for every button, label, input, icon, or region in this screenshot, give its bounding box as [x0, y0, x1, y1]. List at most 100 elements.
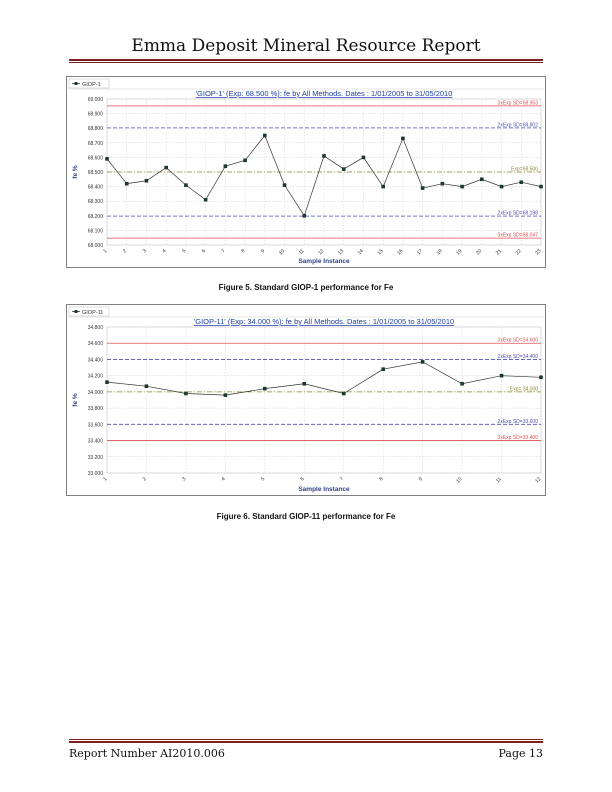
x-tick-label: 4	[161, 248, 167, 254]
reference-line-label: 2xExp SD=34.400	[498, 354, 539, 360]
data-point	[124, 181, 129, 186]
x-tick-label: 5	[181, 248, 187, 254]
chart-title: 'GIOP-1' (Exp: 68.500 %): fe by All Meth…	[196, 89, 453, 98]
data-point	[282, 183, 287, 187]
data-point	[381, 367, 385, 371]
reference-line-label: 2xExp SD=33.600	[498, 419, 539, 425]
data-point	[420, 186, 425, 190]
x-tick-label: 18	[436, 248, 444, 256]
y-tick-label: 68.200	[88, 214, 104, 220]
report-number: Report Number AI2010.006	[69, 747, 225, 760]
chart-title: 'GIOP-11' (Exp: 34.000 %): fe by All Met…	[194, 317, 454, 326]
x-tick-label: 20	[475, 248, 483, 256]
reference-line-label: 3xExp SD=68.953	[498, 100, 539, 106]
y-tick-label: 34.800	[88, 325, 104, 331]
x-tick-label: 11	[298, 248, 306, 256]
y-tick-label: 33.200	[88, 455, 104, 461]
reference-line-label: Exp= 34.000	[510, 386, 538, 392]
legend-label: GIOP-11	[82, 310, 103, 316]
x-tick-label: 7	[221, 248, 227, 254]
reference-line-label: 2xExp SD=68.802	[498, 122, 539, 128]
data-point	[184, 183, 188, 187]
data-point	[302, 214, 307, 218]
reference-line-label: 3xExp SD=33.400	[498, 435, 539, 441]
data-point	[223, 164, 228, 168]
data-point	[420, 360, 425, 364]
x-tick-label: 11	[495, 476, 503, 484]
x-tick-label: 7	[339, 476, 345, 482]
data-point	[184, 391, 188, 396]
y-tick-label: 68.700	[88, 141, 104, 147]
legend-marker	[74, 82, 78, 85]
x-tick-label: 3	[181, 476, 187, 482]
data-point	[322, 154, 326, 158]
y-tick-label: 68.500	[88, 170, 104, 176]
y-tick-label: 68.400	[88, 185, 104, 191]
data-point	[105, 157, 109, 161]
x-tick-label: 2	[142, 476, 148, 482]
y-tick-label: 33.000	[88, 471, 104, 477]
data-point	[499, 373, 504, 378]
x-tick-label: 6	[299, 476, 305, 482]
x-tick-label: 8	[378, 476, 384, 482]
data-point	[539, 375, 543, 380]
x-tick-label: 9	[260, 248, 266, 254]
page-number: Page 13	[498, 747, 543, 760]
x-tick-label: 5	[260, 476, 266, 482]
data-point	[341, 391, 346, 396]
x-tick-label: 19	[455, 248, 463, 256]
x-tick-label: 3	[142, 248, 148, 254]
figure-5-caption: Figure 5. Standard GIOP-1 performance fo…	[218, 283, 394, 292]
reference-line-label: 3xExp SD=68.047	[498, 233, 539, 239]
legend-box	[68, 78, 110, 89]
data-point	[203, 197, 208, 202]
y-tick-label: 68.100	[88, 228, 104, 234]
y-tick-label: 68.300	[88, 199, 104, 205]
x-tick-label: 21	[495, 248, 503, 256]
data-point	[519, 180, 524, 185]
reference-line-label: Exp=68.500	[511, 167, 538, 173]
y-tick-label: 33.800	[88, 406, 104, 412]
x-tick-label: 15	[376, 248, 384, 256]
data-point	[223, 393, 228, 397]
x-tick-label: 22	[515, 248, 523, 256]
x-tick-label: 10	[455, 476, 463, 484]
x-tick-label: 13	[337, 248, 345, 256]
legend-marker	[74, 310, 78, 313]
footer-rule	[69, 741, 543, 743]
x-tick-label: 1	[102, 248, 108, 254]
x-tick-label: 16	[396, 248, 404, 256]
y-tick-label: 34.200	[88, 374, 104, 380]
y-tick-label: 68.600	[88, 155, 104, 161]
data-point	[401, 136, 405, 141]
data-point	[144, 178, 149, 183]
header-rule	[69, 59, 543, 61]
y-tick-label: 33.400	[88, 439, 104, 445]
chart-giop-11-frame: GIOP-11 'GIOP-11' (Exp: 34.000 %): fe by …	[66, 304, 546, 496]
x-tick-label: 23	[534, 248, 542, 256]
chart-giop-1-frame: GIOP-1 'GIOP-1' (Exp: 68.500 %): fe by Al…	[66, 76, 546, 268]
data-point	[381, 184, 385, 189]
data-point	[263, 386, 267, 391]
x-tick-label: 12	[534, 476, 542, 484]
figure-6-caption: Figure 6. Standard GIOP-11 performance f…	[216, 512, 396, 521]
y-tick-label: 69.000	[88, 97, 104, 103]
x-tick-label: 4	[221, 476, 227, 482]
x-tick-label: 6	[201, 248, 207, 254]
y-axis-label: fe %	[72, 165, 79, 179]
header-rule-thin	[69, 62, 543, 63]
footer-rule-thin	[69, 739, 543, 740]
data-point	[499, 184, 504, 189]
plot-area	[106, 326, 542, 474]
data-point	[480, 177, 484, 182]
x-tick-label: 8	[240, 248, 246, 254]
data-point	[460, 184, 464, 189]
y-tick-label: 68.800	[88, 126, 104, 132]
y-tick-label: 33.600	[88, 422, 104, 428]
x-tick-label: 14	[357, 248, 365, 256]
x-tick-label: 12	[317, 248, 325, 256]
y-tick-label: 34.400	[88, 357, 104, 363]
x-tick-label: 1	[102, 476, 108, 482]
series-line	[106, 361, 542, 396]
data-point	[361, 155, 366, 160]
